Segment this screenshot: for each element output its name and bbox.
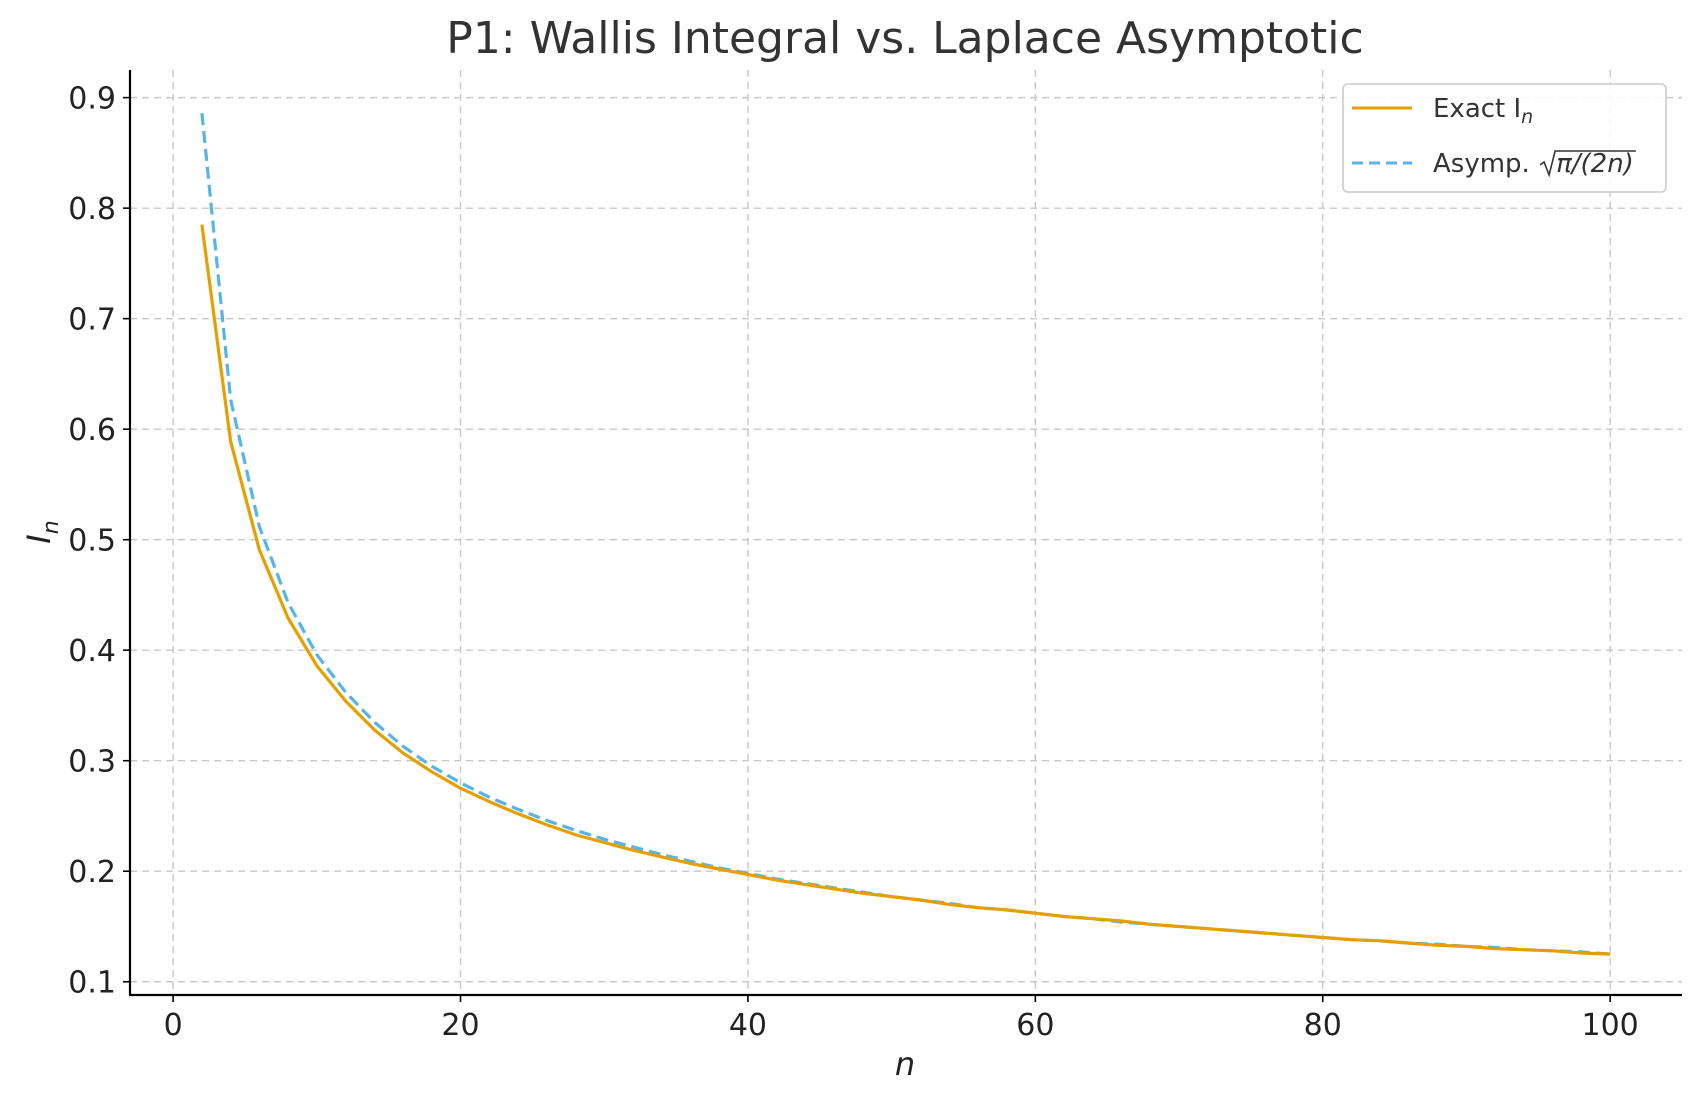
x-tick-label: 100: [1582, 1008, 1639, 1043]
y-axis-label: In: [20, 520, 64, 543]
y-tick-label: 0.1: [68, 966, 116, 1001]
y-tick-label: 0.3: [68, 745, 116, 780]
y-tick-label: 0.9: [68, 82, 116, 117]
y-axis-label-sub: n: [39, 520, 64, 534]
y-axis-label-base: I: [20, 534, 58, 543]
x-ticks: 0 20 40 60 80 100: [164, 995, 1639, 1043]
legend-frame: [1342, 83, 1667, 193]
svg-text:In: In: [20, 520, 64, 543]
legend: Exact In Asymp. π/(2n): [1342, 83, 1667, 193]
y-tick-label: 0.7: [68, 303, 116, 338]
x-tick-label: 40: [729, 1008, 767, 1043]
x-tick-label: 80: [1304, 1008, 1342, 1043]
y-ticks: 0.1 0.2 0.3 0.4 0.5 0.6 0.7 0.8 0.9: [68, 82, 130, 1001]
y-tick-label: 0.4: [68, 634, 116, 669]
y-tick-label: 0.5: [68, 524, 116, 559]
legend-label-asymp: Asymp. π/(2n): [1433, 149, 1634, 179]
y-tick-label: 0.6: [68, 413, 116, 448]
x-axis-label: n: [895, 1045, 915, 1083]
y-tick-label: 0.8: [68, 192, 116, 227]
grid: [130, 70, 1682, 995]
legend-label-exact: Exact In: [1433, 94, 1533, 128]
series-line-asymp: [200, 112, 1611, 956]
x-tick-label: 20: [441, 1008, 479, 1043]
series-line-exact: [200, 224, 1611, 956]
radical-sign-icon: [1539, 150, 1636, 178]
chart-title: P1: Wallis Integral vs. Laplace Asymptot…: [446, 13, 1363, 64]
y-tick-label: 0.2: [68, 855, 116, 890]
x-tick-label: 0: [164, 1008, 183, 1043]
x-tick-label: 60: [1016, 1008, 1054, 1043]
series-layer: [200, 112, 1611, 956]
